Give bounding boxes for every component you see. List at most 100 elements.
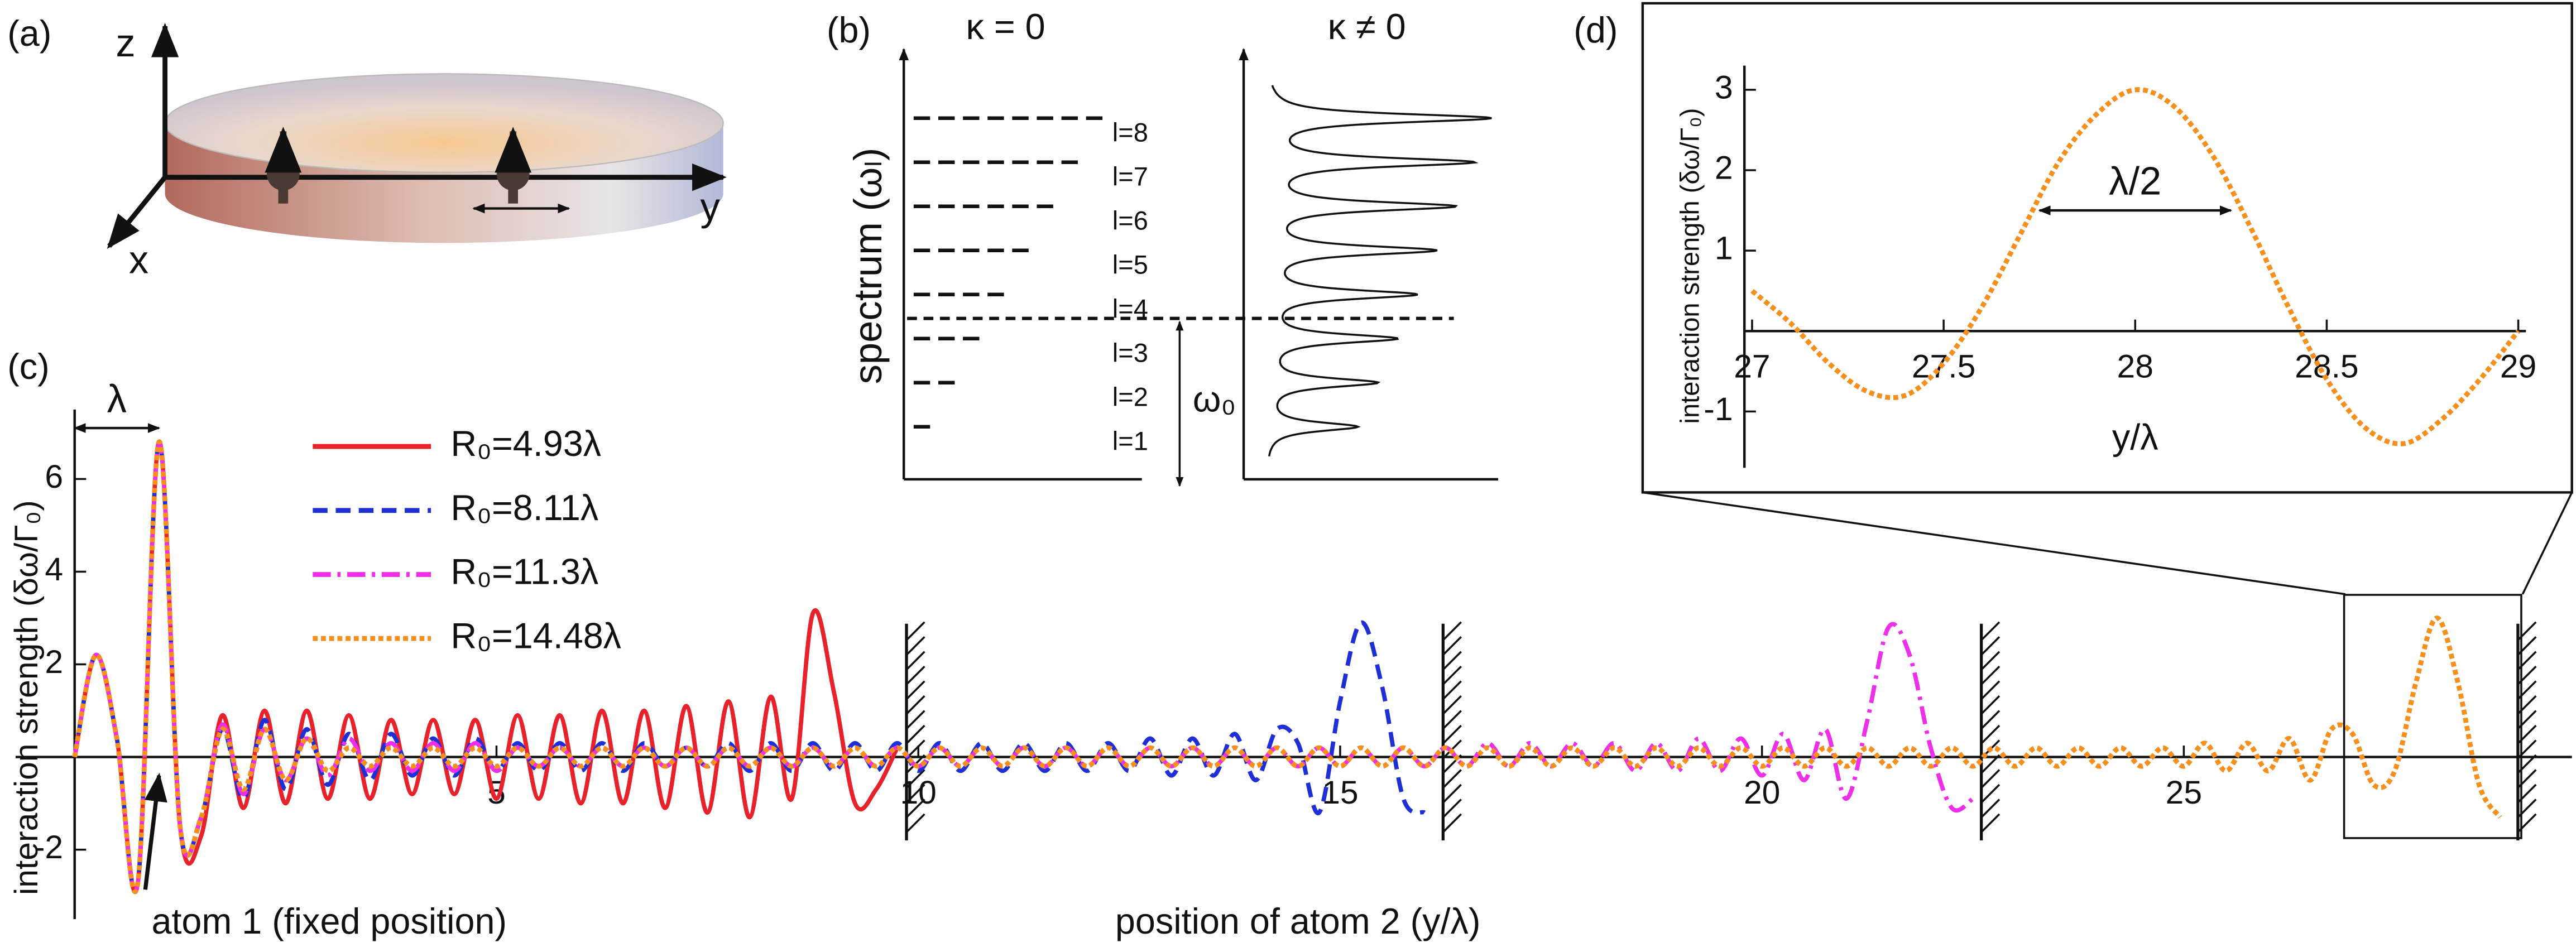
panel-title: κ ≠ 0 <box>1328 6 1406 47</box>
wall-hatch <box>1980 680 2001 700</box>
wall-hatch <box>905 621 925 641</box>
gap-label: ω₀ <box>1193 379 1236 420</box>
wall-hatch <box>1980 799 2001 819</box>
axis-name: z <box>116 21 135 65</box>
level-label: l=7 <box>1112 162 1148 191</box>
x-tick-label: 27 <box>1734 348 1770 384</box>
y-tick-label: 4 <box>45 551 63 588</box>
wall-hatch <box>905 680 925 700</box>
wall-hatch <box>905 665 925 685</box>
wall-hatch <box>1980 783 2001 804</box>
spectrum-curve <box>1268 85 1492 457</box>
atom <box>265 127 302 204</box>
annotation: λ/2 <box>2109 159 2161 203</box>
panel-title: κ = 0 <box>966 6 1045 47</box>
legend-label: R₀=14.48λ <box>450 615 621 656</box>
level-label: l=5 <box>1112 250 1148 280</box>
level-label: l=3 <box>1112 338 1148 368</box>
y-tick-label: -1 <box>1704 391 1733 427</box>
wall-hatch <box>905 695 925 715</box>
y-axis-label: spectrum (ωₗ) <box>846 148 890 384</box>
x-axis-label: position of atom 2 (y/λ) <box>1115 901 1480 941</box>
wall-hatch <box>1442 665 1462 685</box>
y-tick-label: 3 <box>1715 69 1733 105</box>
wall-hatch <box>1980 724 2001 744</box>
x-tick-label: 29 <box>2500 348 2536 384</box>
series-line <box>72 439 2502 895</box>
annotation: λ <box>107 377 127 421</box>
x-tick-label: 15 <box>1322 775 1358 811</box>
y-tick-label: -2 <box>34 829 63 866</box>
zoom-box <box>2343 594 2522 839</box>
wall-hatch <box>905 710 925 730</box>
wall-hatch <box>1980 695 2001 715</box>
y-axis-label: interaction strength (δω/Γ₀) <box>8 500 45 895</box>
wall-hatch <box>905 799 925 819</box>
wall-hatch <box>1980 769 2001 789</box>
y-axis-label: interaction strength (δω/Γ₀) <box>1675 108 1705 424</box>
y-tick-label: 2 <box>45 644 63 680</box>
atom <box>495 127 532 204</box>
level-label: l=8 <box>1112 118 1148 147</box>
annotation-arrow <box>143 772 167 890</box>
legend-label: R₀=4.93λ <box>450 423 601 464</box>
wall-hatch <box>1442 724 1462 744</box>
series-line <box>72 440 1426 894</box>
wall-hatch <box>905 769 925 789</box>
wall-hatch <box>1442 636 1462 656</box>
level-label: l=1 <box>1112 426 1148 456</box>
y-tick-label: 6 <box>45 459 63 495</box>
cylinder-top <box>164 73 724 174</box>
wall-hatch <box>905 651 925 671</box>
series-line <box>1750 87 2521 446</box>
axis-name: y <box>700 185 720 229</box>
panel-label: (a) <box>7 13 51 54</box>
wall-hatch <box>905 724 925 744</box>
wall-hatch <box>1442 710 1462 730</box>
wall-hatch <box>1980 665 2001 685</box>
axis-name: x <box>129 237 148 281</box>
wall-hatch <box>1980 754 2001 774</box>
x-axis <box>107 175 167 249</box>
wall-hatch <box>1442 799 1462 819</box>
level-label: l=2 <box>1112 382 1148 412</box>
wall-hatch <box>905 813 925 833</box>
x-tick-label: 28 <box>2117 348 2153 384</box>
wall-hatch <box>1980 636 2001 656</box>
wall-hatch <box>1442 695 1462 715</box>
level-label: l=6 <box>1112 206 1148 235</box>
wall-hatch <box>1442 680 1462 700</box>
level-label: l=4 <box>1112 294 1148 324</box>
y-tick-label: 2 <box>1715 150 1733 186</box>
inset-frame <box>1641 2 2573 494</box>
wall-hatch <box>1442 651 1462 671</box>
wall-hatch <box>1442 813 1462 833</box>
zoom-connector <box>2521 492 2573 595</box>
x-tick-label: 25 <box>2166 775 2202 811</box>
zoom-connector <box>1642 491 2346 595</box>
panel-a: (a) z y x <box>7 13 727 281</box>
legend-label: R₀=11.3λ <box>450 551 598 592</box>
wall-hatch <box>1980 651 2001 671</box>
wall-hatch <box>905 636 925 656</box>
y-tick-label: 1 <box>1715 230 1733 267</box>
wall-hatch <box>1980 710 2001 730</box>
wall-hatch <box>1442 754 1462 774</box>
panel-label: (c) <box>7 346 49 387</box>
wall-hatch <box>905 783 925 804</box>
x-axis-label: y/λ <box>2112 416 2158 457</box>
panel-label: (b) <box>827 9 871 50</box>
wall-hatch <box>1980 739 2001 759</box>
wall-hatch <box>1442 621 1462 641</box>
wall-hatch <box>1980 621 2001 641</box>
wall-hatch <box>1980 813 2001 833</box>
panel-b: (b) κ = 0 κ ≠ 0 spectrum (ωₗ) ω₀ l=1 l=2 l… <box>827 6 1498 487</box>
annotation: atom 1 (fixed position) <box>151 901 507 941</box>
wall-hatch <box>1442 783 1462 804</box>
panel-label: (d) <box>1574 9 1618 50</box>
legend-label: R₀=8.11λ <box>450 487 598 528</box>
x-tick-label: 20 <box>1744 775 1780 811</box>
wall-hatch <box>1442 769 1462 789</box>
